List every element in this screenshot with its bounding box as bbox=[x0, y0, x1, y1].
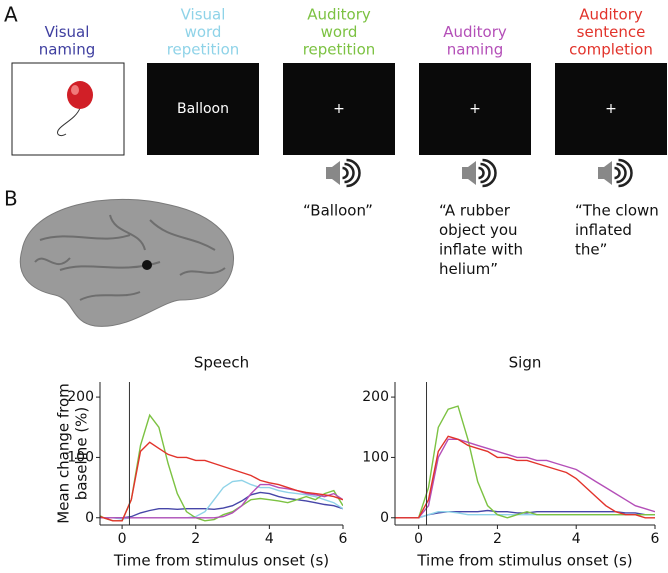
task-label: Auditory bbox=[443, 23, 507, 41]
y-tick-label: 200 bbox=[362, 389, 389, 405]
speaker-icon bbox=[598, 158, 633, 188]
task-label: Auditory bbox=[307, 6, 371, 24]
x-tick-label: 6 bbox=[339, 531, 348, 547]
task-label: repetition bbox=[167, 41, 240, 59]
speaker-wave bbox=[614, 166, 621, 180]
x-tick-label: 4 bbox=[265, 531, 274, 547]
speaker-wave bbox=[478, 166, 485, 180]
series-line bbox=[395, 435, 655, 519]
speaker-wave bbox=[346, 158, 361, 188]
x-tick-label: 2 bbox=[493, 531, 502, 547]
speaker-wave bbox=[480, 162, 491, 184]
task-label: Visual bbox=[45, 23, 90, 41]
brain bbox=[19, 198, 234, 327]
quote-line: “A rubber bbox=[439, 202, 511, 220]
x-tick-label: 0 bbox=[414, 531, 423, 547]
quote-line: “The clown bbox=[575, 202, 659, 220]
speaker-cone bbox=[468, 161, 476, 185]
speaker-wave bbox=[482, 158, 497, 188]
speaker-cone bbox=[604, 161, 612, 185]
y-tick-label: 200 bbox=[67, 389, 94, 405]
task-label: word bbox=[321, 23, 358, 41]
task-label: naming bbox=[39, 41, 96, 59]
speaker-body bbox=[326, 167, 332, 179]
task-label: repetition bbox=[303, 41, 376, 59]
screen-text: + bbox=[469, 101, 481, 117]
speaker-icon bbox=[462, 158, 497, 188]
y-axis-label: Mean change from bbox=[55, 383, 73, 524]
quote-line: object you bbox=[439, 221, 518, 239]
speaker-wave bbox=[616, 162, 627, 184]
task-label: word bbox=[185, 23, 222, 41]
x-axis-label: Time from stimulus onset (s) bbox=[416, 552, 632, 570]
quote-line: inflated bbox=[575, 221, 632, 239]
x-axis-label: Time from stimulus onset (s) bbox=[113, 552, 329, 570]
task-label: Auditory bbox=[579, 6, 643, 24]
x-tick-label: 2 bbox=[191, 531, 200, 547]
speaker-icon bbox=[326, 158, 361, 188]
balloon-string bbox=[57, 107, 81, 137]
screen bbox=[419, 63, 531, 155]
x-tick-label: 4 bbox=[572, 531, 581, 547]
x-tick-label: 0 bbox=[118, 531, 127, 547]
task-label: naming bbox=[447, 41, 504, 59]
screen bbox=[147, 63, 259, 155]
chart-title: Sign bbox=[509, 354, 542, 372]
y-axis-label: baseline (%) bbox=[73, 407, 91, 501]
quote-line: the” bbox=[575, 241, 607, 259]
panel-label: B bbox=[4, 187, 18, 211]
panel-label: A bbox=[4, 3, 18, 27]
task-label: completion bbox=[569, 41, 653, 59]
series-line bbox=[395, 438, 655, 519]
screen bbox=[283, 63, 395, 155]
speaker-cone bbox=[332, 161, 340, 185]
speaker-wave bbox=[344, 162, 355, 184]
quote-line: inflate with bbox=[439, 241, 523, 259]
quote-line: “Balloon” bbox=[303, 202, 373, 220]
speaker-body bbox=[462, 167, 468, 179]
y-tick-label: 100 bbox=[362, 449, 389, 465]
series-line bbox=[395, 405, 655, 519]
screen-text: + bbox=[333, 101, 345, 117]
y-tick-label: 0 bbox=[85, 510, 94, 526]
speaker-body bbox=[598, 167, 604, 179]
y-tick-label: 0 bbox=[380, 510, 389, 526]
speaker-wave bbox=[618, 158, 633, 188]
series-line bbox=[100, 441, 343, 522]
balloon-highlight bbox=[71, 85, 79, 95]
screen-text: Balloon bbox=[177, 101, 229, 117]
task-label: sentence bbox=[577, 23, 646, 41]
speaker-wave bbox=[342, 166, 349, 180]
balloon bbox=[67, 81, 93, 109]
y-tick-label: 100 bbox=[67, 449, 94, 465]
series-line bbox=[100, 491, 343, 519]
x-tick-label: 6 bbox=[651, 531, 660, 547]
screen-text: + bbox=[605, 101, 617, 117]
task-label: Visual bbox=[181, 6, 226, 24]
screen bbox=[555, 63, 667, 155]
series-line bbox=[100, 413, 343, 522]
chart-title: Speech bbox=[194, 354, 249, 372]
picture-frame bbox=[11, 62, 125, 156]
quote-line: helium” bbox=[439, 260, 498, 278]
